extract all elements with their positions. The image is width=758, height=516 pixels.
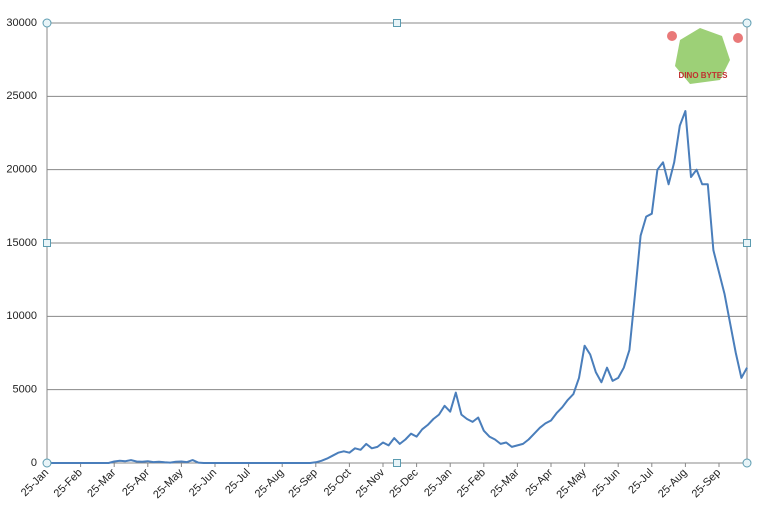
selection-handle xyxy=(393,19,401,27)
y-tick-label: 15000 xyxy=(6,237,37,249)
line-series xyxy=(47,110,748,464)
y-tick-label: 20000 xyxy=(6,164,37,176)
selection-handle xyxy=(43,239,51,247)
y-tick-label: 5000 xyxy=(13,384,37,396)
logo-shape xyxy=(675,28,730,84)
selection-handle xyxy=(42,18,52,28)
selection-handle xyxy=(42,458,52,468)
logo-dot xyxy=(733,33,743,43)
logo: DINO BYTES xyxy=(667,28,743,84)
logo-text: DINO BYTES xyxy=(679,71,729,80)
selection-handle xyxy=(743,239,751,247)
selection-handle xyxy=(742,458,752,468)
y-tick-label: 30000 xyxy=(6,17,37,29)
logo-dot xyxy=(667,31,677,41)
y-tick-label: 0 xyxy=(31,457,37,469)
selection-handle xyxy=(742,18,752,28)
y-tick-label: 10000 xyxy=(6,310,37,322)
y-tick-label: 25000 xyxy=(6,90,37,102)
selection-handle xyxy=(393,459,401,467)
